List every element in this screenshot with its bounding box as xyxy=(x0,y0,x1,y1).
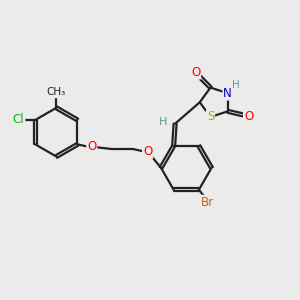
Text: O: O xyxy=(143,145,152,158)
Text: N: N xyxy=(224,87,232,100)
Text: Cl: Cl xyxy=(13,113,24,127)
Text: H: H xyxy=(158,117,167,127)
Text: CH₃: CH₃ xyxy=(47,87,66,97)
Text: O: O xyxy=(191,66,200,79)
Text: S: S xyxy=(207,110,214,124)
Text: O: O xyxy=(87,140,96,153)
Text: Br: Br xyxy=(201,196,214,209)
Text: O: O xyxy=(244,110,253,123)
Text: H: H xyxy=(232,80,240,90)
